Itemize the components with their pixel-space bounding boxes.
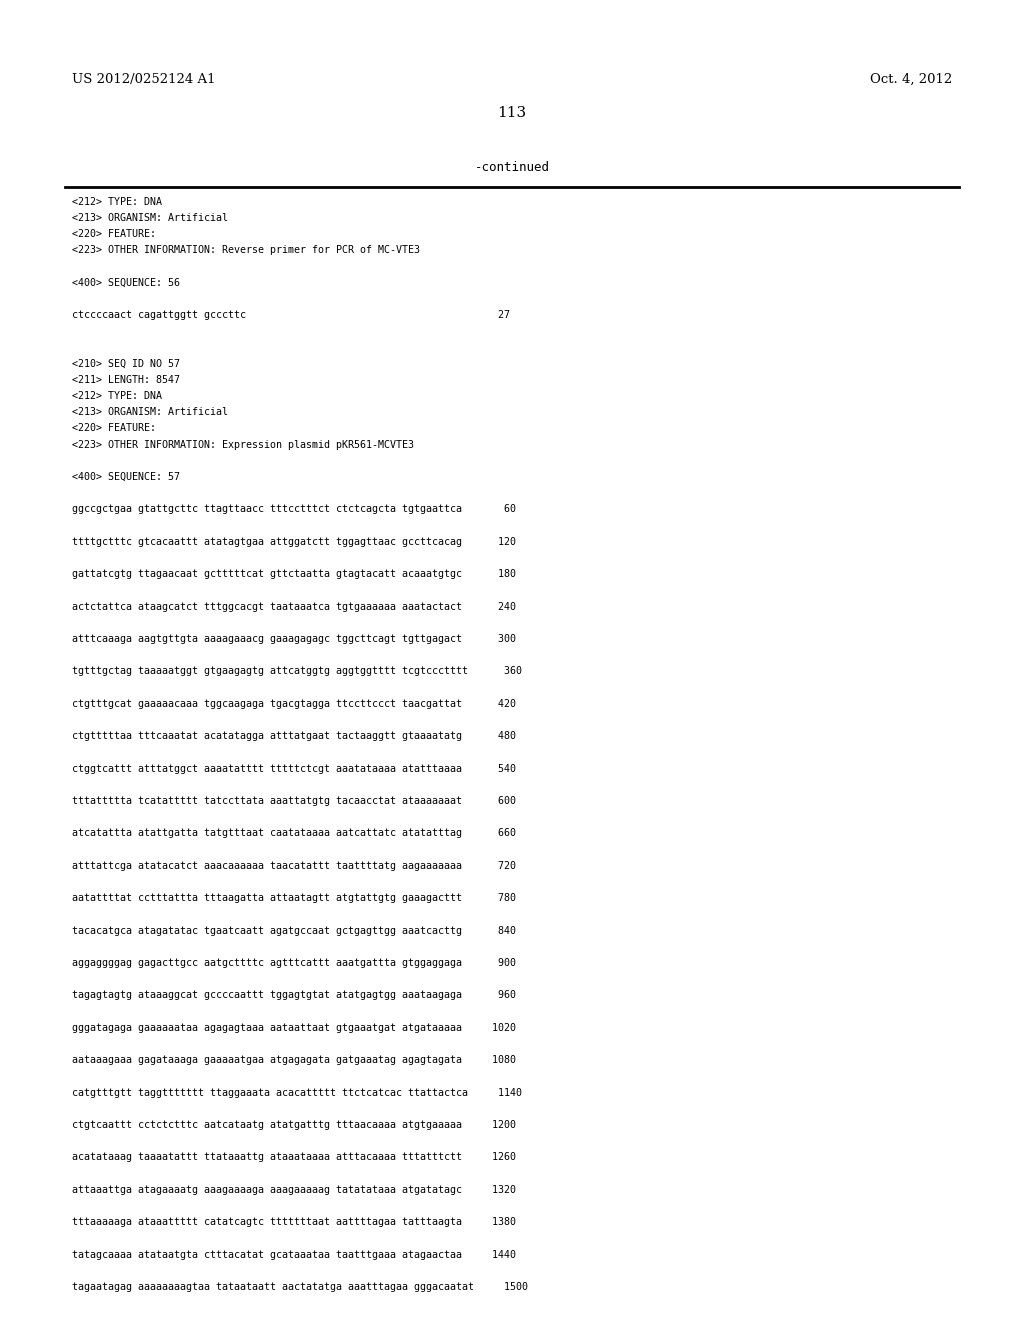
Text: <211> LENGTH: 8547: <211> LENGTH: 8547 — [72, 375, 180, 385]
Text: US 2012/0252124 A1: US 2012/0252124 A1 — [72, 73, 215, 86]
Text: <212> TYPE: DNA: <212> TYPE: DNA — [72, 391, 162, 401]
Text: atttcaaaga aagtgttgta aaaagaaacg gaaagagagc tggcttcagt tgttgagact      300: atttcaaaga aagtgttgta aaaagaaacg gaaagag… — [72, 634, 516, 644]
Text: <220> FEATURE:: <220> FEATURE: — [72, 424, 156, 433]
Text: actctattca ataagcatct tttggcacgt taataaatca tgtgaaaaaa aaatactact      240: actctattca ataagcatct tttggcacgt taataaa… — [72, 602, 516, 611]
Text: gattatcgtg ttagaacaat gctttttcat gttctaatta gtagtacatt acaaatgtgc      180: gattatcgtg ttagaacaat gctttttcat gttctaa… — [72, 569, 516, 579]
Text: <400> SEQUENCE: 57: <400> SEQUENCE: 57 — [72, 473, 180, 482]
Text: <213> ORGANISM: Artificial: <213> ORGANISM: Artificial — [72, 408, 228, 417]
Text: tttaaaaaga ataaattttt catatcagtc tttttttaat aattttagaa tatttaagta     1380: tttaaaaaga ataaattttt catatcagtc ttttttt… — [72, 1217, 516, 1228]
Text: <212> TYPE: DNA: <212> TYPE: DNA — [72, 197, 162, 207]
Text: attaaattga atagaaaatg aaagaaaaga aaagaaaaag tatatataaa atgatatagc     1320: attaaattga atagaaaatg aaagaaaaga aaagaaa… — [72, 1185, 516, 1195]
Text: ttttgctttc gtcacaattt atatagtgaa attggatctt tggagttaac gccttcacag      120: ttttgctttc gtcacaattt atatagtgaa attggat… — [72, 537, 516, 546]
Text: <210> SEQ ID NO 57: <210> SEQ ID NO 57 — [72, 359, 180, 368]
Text: tatagcaaaa atataatgta ctttacatat gcataaataa taatttgaaa atagaactaa     1440: tatagcaaaa atataatgta ctttacatat gcataaa… — [72, 1250, 516, 1259]
Text: ctgtttgcat gaaaaacaaa tggcaagaga tgacgtagga ttccttccct taacgattat      420: ctgtttgcat gaaaaacaaa tggcaagaga tgacgta… — [72, 698, 516, 709]
Text: aataaagaaa gagataaaga gaaaaatgaa atgagagata gatgaaatag agagtagata     1080: aataaagaaa gagataaaga gaaaaatgaa atgagag… — [72, 1055, 516, 1065]
Text: gggatagaga gaaaaaataa agagagtaaa aataattaat gtgaaatgat atgataaaaa     1020: gggatagaga gaaaaaataa agagagtaaa aataatt… — [72, 1023, 516, 1032]
Text: ctgtcaattt cctctctttc aatcataatg atatgatttg tttaacaaaa atgtgaaaaa     1200: ctgtcaattt cctctctttc aatcataatg atatgat… — [72, 1121, 516, 1130]
Text: atcatattta atattgatta tatgtttaat caatataaaa aatcattatc atatatttag      660: atcatattta atattgatta tatgtttaat caatata… — [72, 829, 516, 838]
Text: <223> OTHER INFORMATION: Expression plasmid pKR561-MCVTE3: <223> OTHER INFORMATION: Expression plas… — [72, 440, 414, 450]
Text: <213> ORGANISM: Artificial: <213> ORGANISM: Artificial — [72, 213, 228, 223]
Text: <400> SEQUENCE: 56: <400> SEQUENCE: 56 — [72, 277, 180, 288]
Text: <223> OTHER INFORMATION: Reverse primer for PCR of MC-VTE3: <223> OTHER INFORMATION: Reverse primer … — [72, 246, 420, 255]
Text: tagaatagag aaaaaaaagtaa tataataatt aactatatga aaatttagaa gggacaatat     1500: tagaatagag aaaaaaaagtaa tataataatt aacta… — [72, 1282, 528, 1292]
Text: catgtttgtt taggttttttt ttaggaaata acacattttt ttctcatcac ttattactca     1140: catgtttgtt taggttttttt ttaggaaata acacat… — [72, 1088, 522, 1098]
Text: aatattttat cctttattta tttaagatta attaatagtt atgtattgtg gaaagacttt      780: aatattttat cctttattta tttaagatta attaata… — [72, 894, 516, 903]
Text: tgtttgctag taaaaatggt gtgaagagtg attcatggtg aggtggtttt tcgtccctttt      360: tgtttgctag taaaaatggt gtgaagagtg attcatg… — [72, 667, 522, 676]
Text: tacacatgca atagatatac tgaatcaatt agatgccaat gctgagttgg aaatcacttg      840: tacacatgca atagatatac tgaatcaatt agatgcc… — [72, 925, 516, 936]
Text: acatataaag taaaatattt ttataaattg ataaataaaa atttacaaaa tttatttctt     1260: acatataaag taaaatattt ttataaattg ataaata… — [72, 1152, 516, 1163]
Text: tttattttta tcatattttt tatccttata aaattatgtg tacaacctat ataaaaaaat      600: tttattttta tcatattttt tatccttata aaattat… — [72, 796, 516, 807]
Text: ctgtttttaa tttcaaatat acatatagga atttatgaat tactaaggtt gtaaaatatg      480: ctgtttttaa tttcaaatat acatatagga atttatg… — [72, 731, 516, 742]
Text: Oct. 4, 2012: Oct. 4, 2012 — [869, 73, 952, 86]
Text: 113: 113 — [498, 106, 526, 120]
Text: ggccgctgaa gtattgcttc ttagttaacc tttcctttct ctctcagcta tgtgaattca       60: ggccgctgaa gtattgcttc ttagttaacc tttcctt… — [72, 504, 516, 515]
Text: tagagtagtg ataaaggcat gccccaattt tggagtgtat atatgagtgg aaataagaga      960: tagagtagtg ataaaggcat gccccaattt tggagtg… — [72, 990, 516, 1001]
Text: aggaggggag gagacttgcc aatgcttttc agtttcattt aaatgattta gtggaggaga      900: aggaggggag gagacttgcc aatgcttttc agtttca… — [72, 958, 516, 968]
Text: -continued: -continued — [474, 161, 550, 174]
Text: ctggtcattt atttatggct aaaatatttt tttttctcgt aaatataaaa atatttaaaa      540: ctggtcattt atttatggct aaaatatttt tttttct… — [72, 764, 516, 774]
Text: ctccccaact cagattggtt gcccttc                                          27: ctccccaact cagattggtt gcccttc 27 — [72, 310, 510, 319]
Text: <220> FEATURE:: <220> FEATURE: — [72, 230, 156, 239]
Text: atttattcga atatacatct aaacaaaaaa taacatattt taattttatg aagaaaaaaa      720: atttattcga atatacatct aaacaaaaaa taacata… — [72, 861, 516, 871]
